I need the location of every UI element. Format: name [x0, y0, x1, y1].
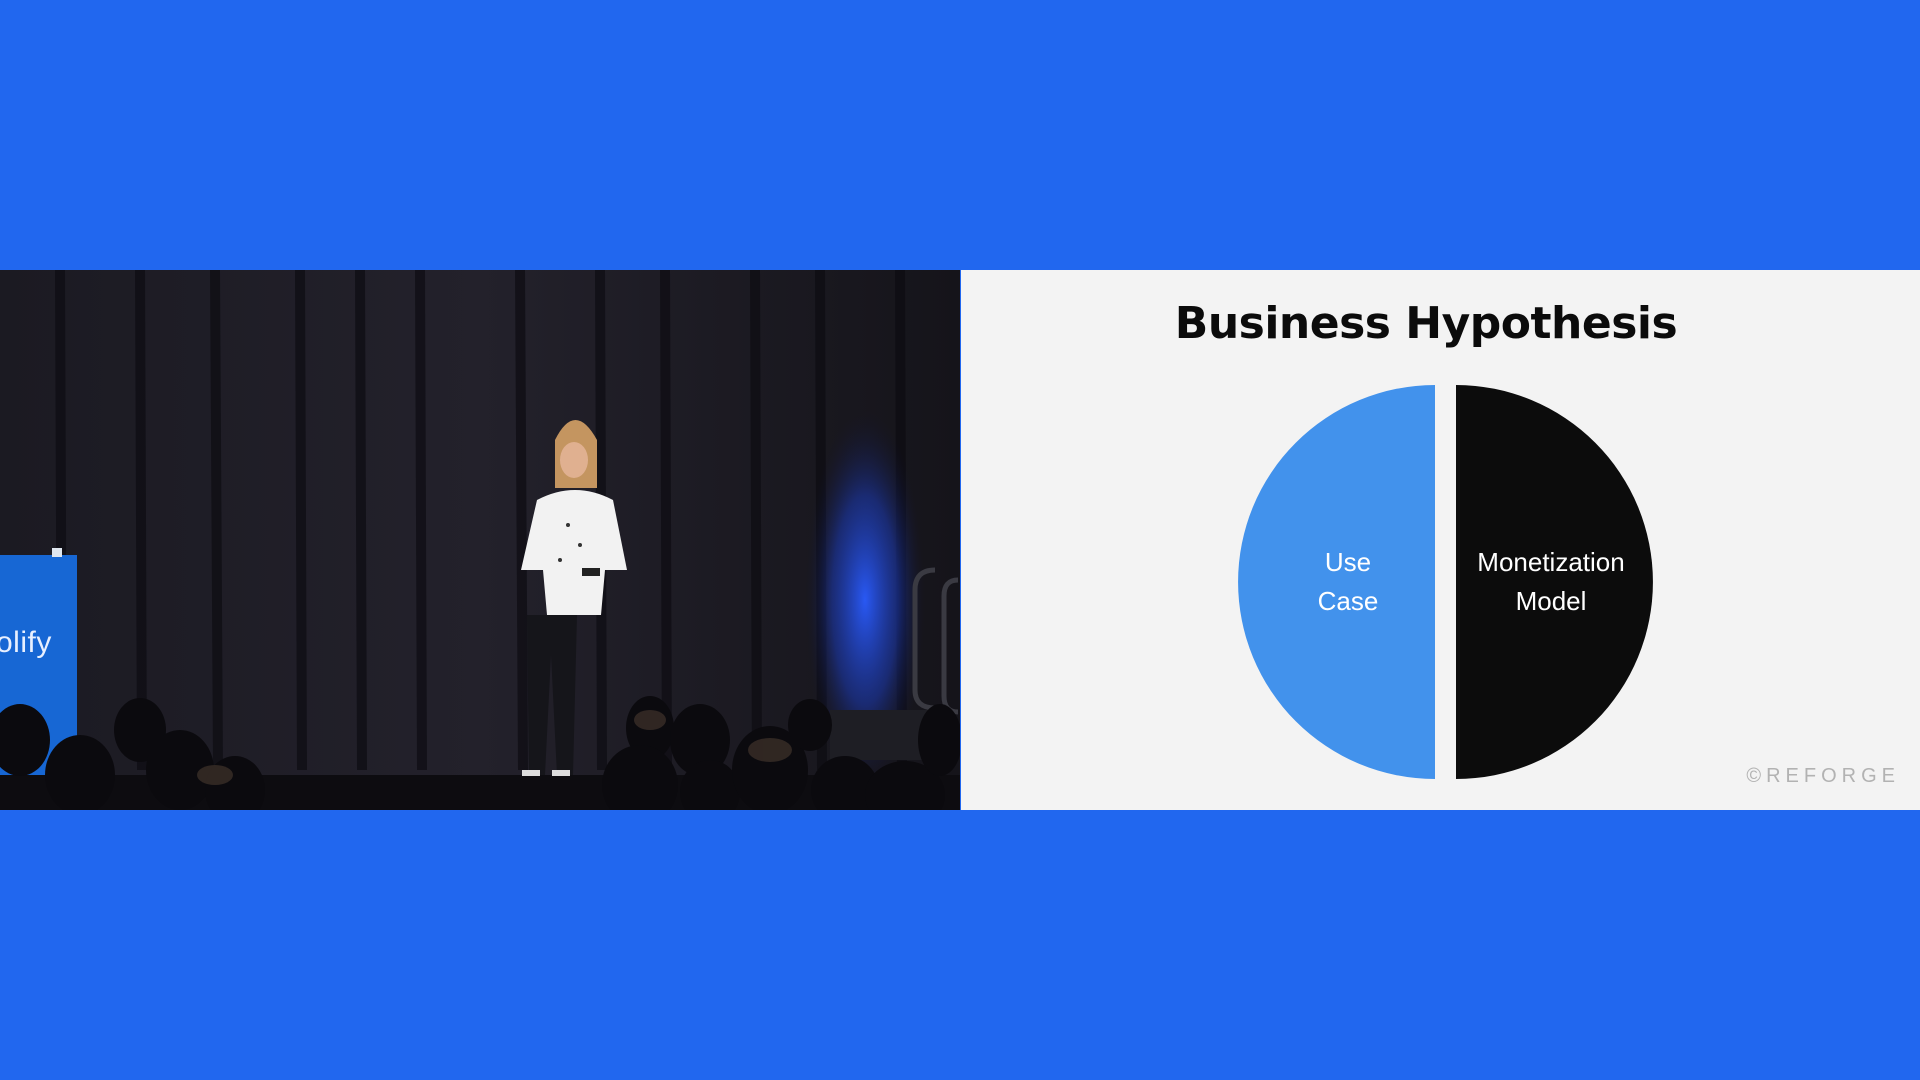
stage-monitor: [830, 710, 930, 760]
use-case-label-line1: Use: [1325, 547, 1371, 577]
podium-logo-text: olify: [0, 626, 52, 659]
monetization-model-label-line1: Monetization: [1477, 547, 1624, 577]
speaker: [521, 420, 627, 776]
monetization-model-half-circle: [1456, 385, 1653, 779]
slide-title: Business Hypothesis: [1174, 298, 1678, 349]
use-case-half-circle: [1238, 385, 1435, 779]
blue-stage-light: [805, 410, 925, 790]
use-case-label-line2: Case: [1318, 586, 1379, 616]
stage-rail: [912, 567, 936, 711]
presentation-slide: Business Hypothesis Use Case Monetizatio…: [961, 270, 1920, 810]
stage-scene: [0, 270, 960, 810]
business-hypothesis-diagram: Use Case Monetization Model: [1238, 385, 1653, 779]
monetization-model-label-line2: Model: [1516, 586, 1587, 616]
water-bottle: [52, 548, 62, 557]
speaker-video: [0, 270, 960, 810]
copyright-watermark: ©REFORGE: [1746, 765, 1900, 787]
